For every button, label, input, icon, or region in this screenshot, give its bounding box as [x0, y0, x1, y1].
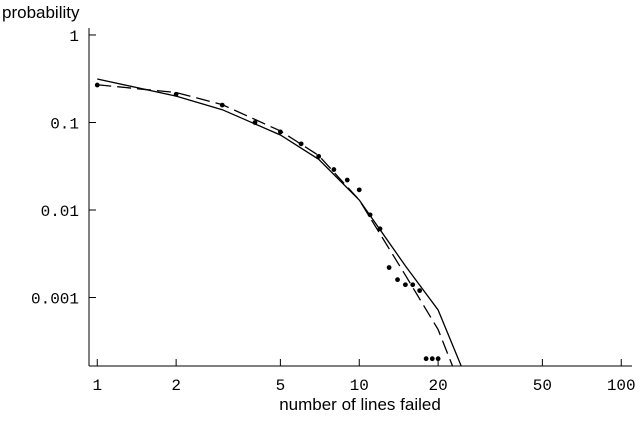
data-point — [316, 153, 322, 159]
data-point — [417, 288, 423, 293]
data-point — [298, 141, 304, 147]
plot-area — [94, 78, 462, 367]
x-tick-label: 50 — [533, 377, 552, 395]
x-tick-label: 100 — [607, 377, 636, 395]
data-point — [410, 282, 416, 288]
data-point — [344, 177, 350, 183]
y-tick-label: 1 — [69, 28, 79, 46]
y-tick-label: 0.1 — [50, 115, 79, 133]
data-point — [423, 356, 429, 362]
x-axis-label: number of lines failed — [279, 395, 441, 414]
y-tick-label: 0.001 — [31, 291, 79, 309]
data-point — [331, 167, 337, 172]
y-axis-label: probability — [2, 3, 80, 22]
solid-curve — [97, 78, 462, 367]
data-point — [386, 265, 392, 270]
data-point — [435, 356, 441, 362]
data-point — [395, 277, 400, 283]
data-point — [356, 187, 362, 193]
dashed-curve — [97, 84, 454, 367]
x-tick-label: 20 — [429, 377, 448, 395]
x-tick-label: 10 — [350, 377, 369, 395]
y-tick-label: 0.01 — [41, 203, 79, 221]
x-tick-label: 5 — [276, 377, 286, 395]
data-point — [429, 356, 435, 362]
x-tick-label: 2 — [171, 377, 181, 395]
x-tick-label: 1 — [92, 377, 102, 395]
data-point — [402, 282, 408, 288]
